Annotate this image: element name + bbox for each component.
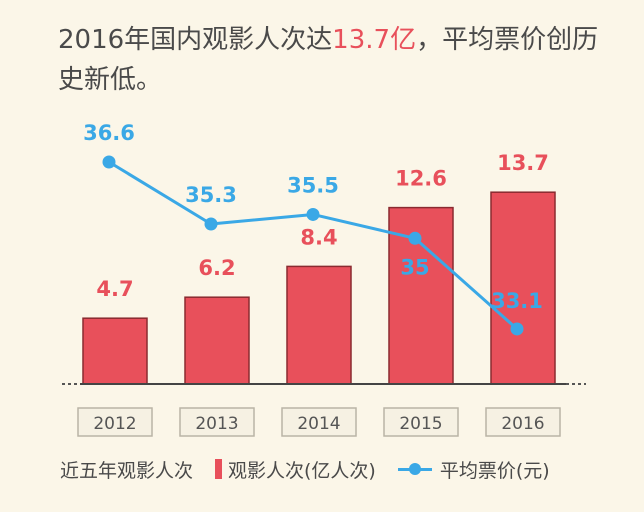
price-point-2013 [204, 217, 218, 231]
x-tick-box-2015 [383, 407, 459, 437]
legend-line-label: 平均票价(元) [439, 459, 550, 482]
x-tick-label-2012: 2012 [93, 414, 136, 434]
price-point-2012 [102, 155, 116, 169]
headline-text-end: ，平均票价创历史新低。 [58, 25, 599, 95]
bar-2014 [286, 265, 352, 385]
x-tick-box-2012 [77, 407, 153, 437]
x-tick-label-2016: 2016 [501, 414, 544, 434]
legend-caption: 近五年观影人次 [60, 459, 194, 482]
legend-line-swatch [397, 459, 432, 479]
legend-bar-label: 观影人次(亿人次) [228, 459, 376, 482]
x-tick-box-2013 [179, 407, 255, 437]
bar-label-2014: 8.4 [300, 225, 337, 249]
headline-highlight: 13.7亿 [332, 25, 417, 55]
price-point-2016 [510, 322, 524, 336]
price-label-2015: 35 [400, 255, 429, 279]
x-tick-box-2014 [281, 407, 357, 437]
chart-headline: 2016年国内观影人次达13.7亿，平均票价创历史新低。 [58, 20, 618, 100]
price-label-2012: 36.6 [83, 121, 135, 145]
bar-label-2013: 6.2 [198, 256, 235, 280]
price-label-2013: 35.3 [185, 183, 237, 207]
bar-2013 [184, 296, 250, 385]
bar-2012 [82, 317, 148, 385]
headline-text: 2016年国内观影人次达 [58, 25, 333, 55]
legend-item-bar: 观影人次(亿人次) [215, 456, 376, 483]
bar-label-2012: 4.7 [96, 277, 133, 301]
price-point-2015 [408, 231, 422, 245]
legend-bar-swatch [215, 459, 223, 479]
price-label-2016: 33.1 [491, 289, 543, 313]
price-label-2014: 35.5 [287, 173, 339, 197]
x-tick-box-2016 [485, 407, 561, 437]
x-tick-label-2014: 2014 [297, 414, 340, 434]
x-tick-label-2015: 2015 [399, 414, 442, 434]
chart-legend: 近五年观影人次 观影人次(亿人次) 平均票价(元) [60, 452, 620, 486]
legend-item-line: 平均票价(元) [397, 456, 550, 483]
x-tick-label-2013: 2013 [195, 414, 238, 434]
bar-label-2016: 13.7 [497, 151, 549, 175]
bar-label-2015: 12.6 [395, 167, 447, 191]
price-point-2014 [306, 207, 320, 221]
